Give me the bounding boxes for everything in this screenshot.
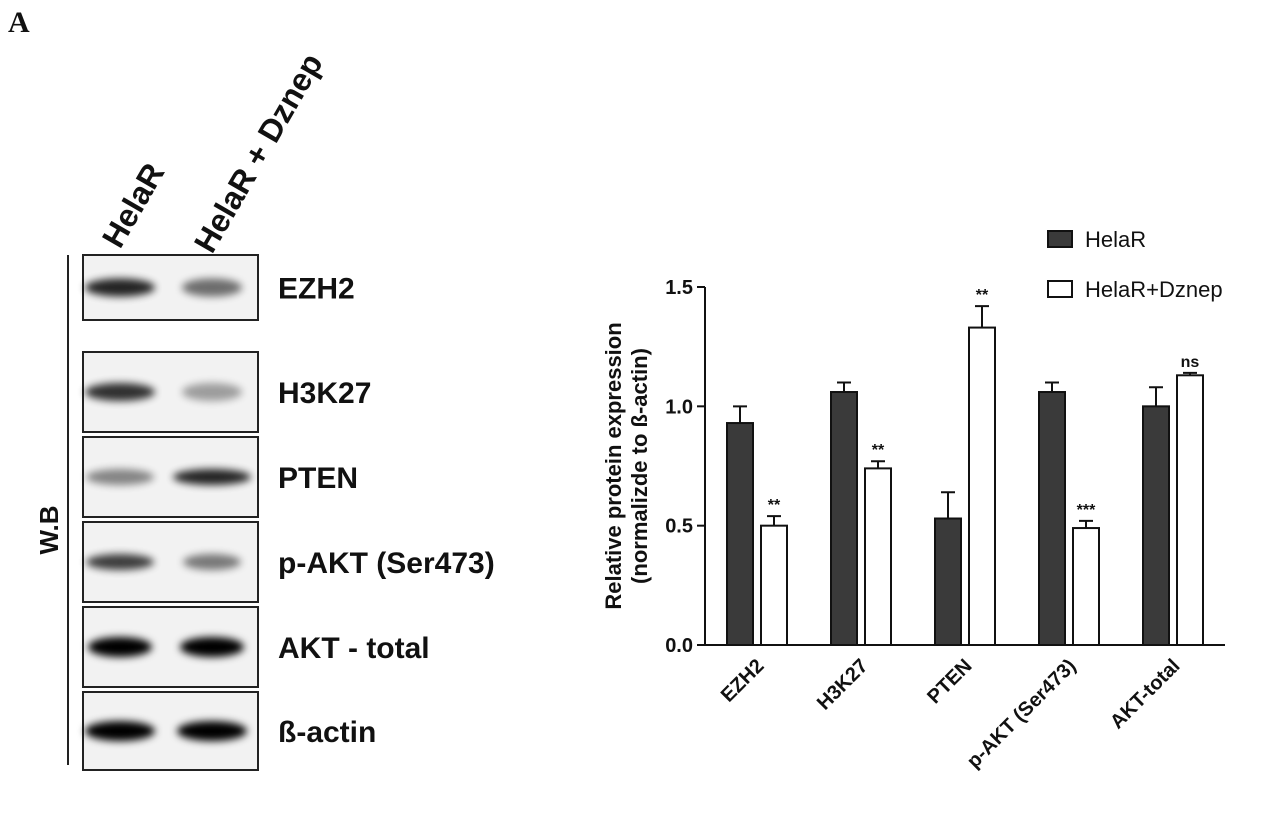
legend-swatch [1047,280,1073,298]
y-tick-label: 0.0 [665,635,693,657]
significance: ns [1181,354,1200,371]
error-bar [975,305,989,328]
y-tick-label: 1.0 [665,396,693,418]
bar [1072,527,1100,647]
row-label: EZH2 [278,273,355,306]
x-tick-label: EZH2 [717,655,769,707]
error-bar [1045,381,1059,393]
blot-band [86,554,154,570]
blot-band [182,278,242,297]
y-tick-label: 1.5 [665,277,693,299]
lane-label: HelaR + Dznep [187,47,330,258]
bar [934,517,962,646]
bar [968,326,996,646]
blot-band [182,383,242,401]
error-bar [837,381,851,393]
bar [760,524,788,647]
bar [1038,391,1066,646]
error-bar [767,515,781,526]
row-label: AKT - total [278,632,430,665]
significance: ** [976,287,989,304]
error-bar [1079,519,1093,529]
bar [1142,405,1170,647]
error-bar [941,491,955,519]
significance: *** [1077,502,1096,519]
blot-band [183,554,241,570]
blot-band [85,278,155,297]
bar [726,422,754,647]
lane-label: HelaR [95,157,172,254]
x-tick-label: PTEN [923,655,976,708]
legend-label: HelaR+Dznep [1085,277,1223,302]
error-bar [871,460,885,469]
row-label: ß-actin [278,716,376,749]
x-tick-label: AKT-total [1106,655,1184,733]
panel-label: A [8,6,30,39]
legend-label: HelaR [1085,227,1146,252]
blot-band [88,637,152,657]
bar [864,467,892,646]
bar [830,391,858,646]
y-axis-label-line: Relative protein expression [601,322,626,609]
blot-band [86,469,154,485]
significance: ** [768,497,781,514]
row-label: p-AKT (Ser473) [278,547,495,580]
y-axis-label-line: (normalizde to ß-actin) [627,348,652,584]
blot-band [177,721,247,741]
row-label: PTEN [278,462,358,495]
error-bar [733,405,747,424]
side-label: W.B [34,505,64,554]
x-tick-label: p-AKT (Ser473) [963,655,1081,773]
y-tick-label: 0.5 [665,516,693,538]
bar [1176,374,1204,646]
x-tick-label: H3K27 [813,655,873,715]
y-axis-label: Relative protein expression(normalizde t… [601,322,652,609]
blot-band [85,383,155,401]
row-label: H3K27 [278,377,371,410]
blot-band [173,469,251,485]
blot-band [180,637,244,657]
blot-band [85,721,155,741]
error-bar [1149,386,1163,407]
significance: ** [872,442,885,459]
legend-swatch [1047,230,1073,248]
